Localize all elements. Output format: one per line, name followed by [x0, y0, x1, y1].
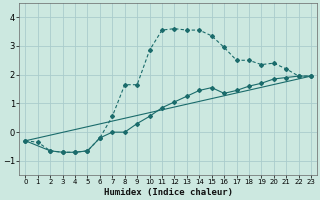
X-axis label: Humidex (Indice chaleur): Humidex (Indice chaleur) — [104, 188, 233, 197]
